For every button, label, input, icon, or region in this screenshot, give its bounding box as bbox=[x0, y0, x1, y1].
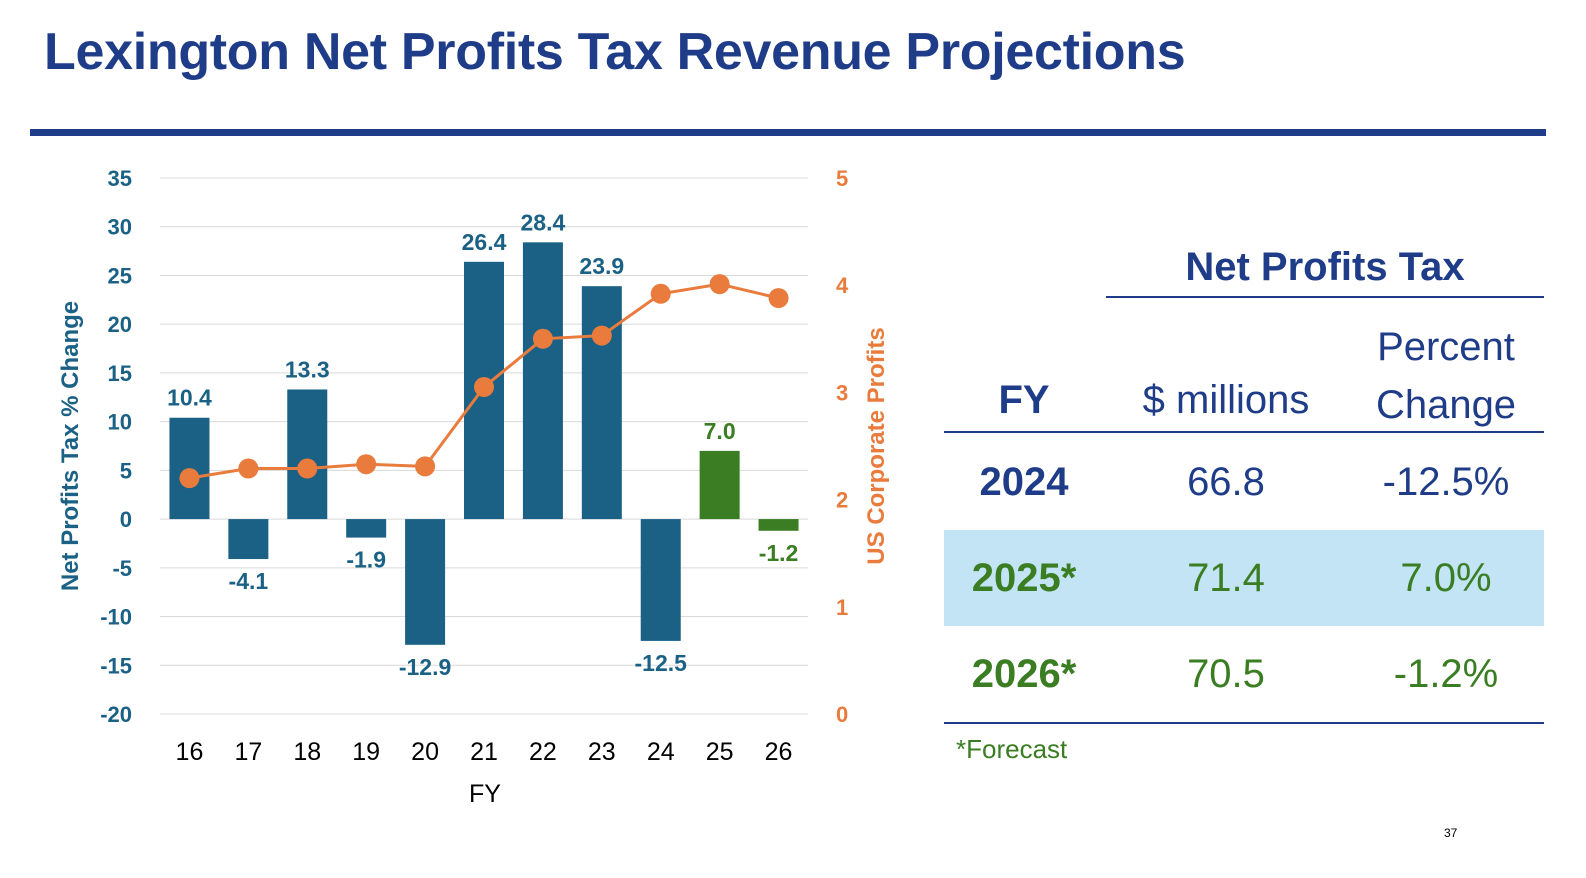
bar-data-label: 13.3 bbox=[285, 356, 330, 382]
bar-data-label: -1.9 bbox=[346, 547, 386, 573]
row-millions: 66.8 bbox=[1187, 460, 1265, 504]
bar-series bbox=[169, 242, 799, 645]
y-tick-label: 30 bbox=[108, 215, 132, 240]
y-tick-label: -20 bbox=[100, 702, 132, 727]
x-tick-label: 16 bbox=[176, 738, 204, 766]
row-millions: 70.5 bbox=[1187, 652, 1265, 696]
line-point bbox=[709, 274, 730, 295]
line-series bbox=[179, 274, 789, 489]
table-group-rule bbox=[1106, 296, 1544, 298]
x-axis-ticks: 16 17 18 19 20 21 22 23 24 25 26 bbox=[176, 738, 793, 766]
bar-data-labels: 10.4 -4.1 13.3 -1.9 -12.9 26.4 28.4 23.9 -12.5 7.… bbox=[167, 209, 798, 679]
column-header-millions: $ millions bbox=[1142, 378, 1310, 422]
bar bbox=[522, 242, 563, 520]
bar-data-label: 28.4 bbox=[521, 209, 566, 235]
line-point bbox=[238, 458, 259, 479]
x-tick-label: 25 bbox=[706, 738, 734, 766]
y2-tick-label: 0 bbox=[836, 702, 848, 727]
bar-data-label: 7.0 bbox=[704, 418, 736, 444]
y-tick-label: -5 bbox=[112, 556, 132, 581]
bar bbox=[287, 389, 328, 520]
bar bbox=[346, 519, 387, 538]
bar-data-label: -1.2 bbox=[759, 540, 799, 566]
x-tick-label: 18 bbox=[293, 738, 321, 766]
table-row: 2024 66.8 -12.5% bbox=[944, 434, 1544, 530]
bar bbox=[640, 519, 681, 641]
line-point bbox=[650, 283, 671, 304]
y-tick-label: 0 bbox=[120, 507, 132, 532]
x-tick-label: 19 bbox=[352, 738, 380, 766]
bar bbox=[405, 519, 446, 645]
y2-tick-label: 1 bbox=[836, 595, 848, 620]
bar-data-label: -4.1 bbox=[229, 568, 269, 594]
bar-data-label: 23.9 bbox=[579, 253, 624, 279]
y-tick-label: -15 bbox=[100, 653, 132, 678]
line-point bbox=[768, 288, 789, 309]
bar-data-label: 10.4 bbox=[167, 385, 212, 411]
row-millions: 71.4 bbox=[1187, 556, 1265, 600]
y2-tick-label: 2 bbox=[836, 488, 848, 513]
table-bottom-rule bbox=[944, 722, 1544, 724]
row-fy: 2024 bbox=[979, 460, 1069, 504]
y-tick-label: 20 bbox=[108, 312, 132, 337]
y-tick-label: 15 bbox=[108, 361, 132, 386]
x-tick-label: 24 bbox=[647, 738, 675, 766]
row-percent: 7.0% bbox=[1400, 556, 1492, 600]
column-header-percent-line1: Percent bbox=[1377, 325, 1515, 369]
column-header-fy: FY bbox=[998, 378, 1050, 422]
y-tick-label: 10 bbox=[108, 410, 132, 435]
page-number: 37 bbox=[1444, 826, 1458, 840]
table-header-rule bbox=[944, 431, 1544, 433]
y2-tick-label: 5 bbox=[836, 166, 848, 191]
y2-axis-label: US Corporate Profits bbox=[863, 327, 890, 564]
bar bbox=[581, 286, 622, 520]
bar-data-label: 26.4 bbox=[462, 229, 507, 255]
row-fy: 2025* bbox=[971, 556, 1077, 600]
bar bbox=[699, 450, 740, 520]
x-tick-label: 26 bbox=[765, 738, 793, 766]
bar bbox=[758, 519, 799, 531]
table-group-header: Net Profits Tax bbox=[1185, 245, 1465, 289]
x-tick-label: 17 bbox=[234, 738, 262, 766]
table-row: 2026* 70.5 -1.2% bbox=[944, 626, 1544, 722]
x-tick-label: 21 bbox=[470, 738, 498, 766]
y-tick-label: 5 bbox=[120, 458, 132, 483]
y2-tick-label: 3 bbox=[836, 380, 848, 405]
y-tick-label: -10 bbox=[100, 605, 132, 630]
forecast-footnote: *Forecast bbox=[956, 734, 1068, 764]
x-tick-label: 22 bbox=[529, 738, 557, 766]
row-percent: -1.2% bbox=[1393, 652, 1499, 696]
line-point bbox=[415, 456, 436, 477]
y-axis-label: Net Profits Tax % Change bbox=[57, 301, 84, 591]
y2-tick-label: 4 bbox=[836, 273, 849, 298]
y-tick-label: 25 bbox=[108, 263, 132, 288]
line-point bbox=[179, 468, 200, 489]
bar-data-label: -12.9 bbox=[399, 654, 451, 680]
y-tick-label: 35 bbox=[108, 166, 132, 191]
x-tick-label: 23 bbox=[588, 738, 616, 766]
row-percent: -12.5% bbox=[1382, 460, 1510, 504]
x-axis-label: FY bbox=[469, 780, 501, 808]
column-header-percent-line2: Change bbox=[1375, 383, 1517, 427]
line-point bbox=[474, 377, 494, 398]
table-row: 2025* 71.4 7.0% bbox=[944, 530, 1544, 626]
title-divider bbox=[30, 129, 1546, 136]
line-point bbox=[356, 454, 377, 475]
x-tick-label: 20 bbox=[411, 738, 439, 766]
row-fy: 2026* bbox=[971, 652, 1077, 696]
page-title: Lexington Net Profits Tax Revenue Projec… bbox=[44, 23, 1186, 81]
line-point bbox=[591, 325, 612, 346]
line-point bbox=[532, 328, 553, 349]
right-axis-ticks: 5 4 3 2 1 0 bbox=[836, 166, 849, 727]
line-point bbox=[297, 458, 318, 479]
column-header-percent: Percent Change bbox=[1346, 318, 1546, 434]
bar bbox=[228, 519, 269, 560]
left-axis-ticks: 35 30 25 20 15 10 5 0 -5 -10 -15 -20 bbox=[100, 166, 132, 727]
bar-data-label: -12.5 bbox=[635, 650, 688, 676]
